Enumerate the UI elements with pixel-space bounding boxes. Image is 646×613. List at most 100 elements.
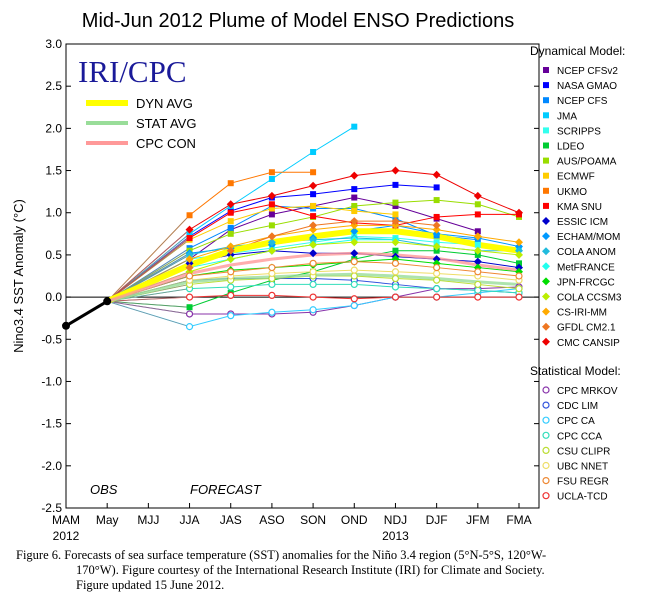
series-marker [474, 251, 481, 258]
average-legend: DYN AVG STAT AVG CPC CON [86, 96, 196, 151]
series-marker [268, 291, 276, 300]
series-line [107, 286, 520, 315]
series-marker [350, 171, 359, 180]
series-marker [351, 123, 358, 130]
series-line [106, 224, 520, 302]
y-tick-label: 1.0 [45, 206, 62, 220]
series-marker [226, 250, 235, 259]
legend-label: SCRIPPS [557, 126, 601, 137]
legend-label: ECMWF [557, 172, 595, 183]
legend-label: UCLA-TCD [557, 492, 608, 503]
legend-marker [542, 262, 550, 271]
series-marker [515, 208, 523, 217]
x-tick-label: JFM [466, 513, 489, 527]
series-marker [350, 258, 358, 266]
observed-point [103, 297, 112, 306]
series-marker [515, 293, 523, 301]
legend-marker [542, 232, 550, 241]
series-marker [350, 249, 359, 258]
series-marker [515, 250, 523, 259]
series-line [106, 197, 478, 302]
series-marker [350, 227, 359, 236]
series-marker [268, 205, 275, 212]
series-marker [433, 269, 441, 278]
legend-marker [543, 127, 549, 134]
average-line [106, 251, 520, 303]
series-marker [309, 293, 317, 301]
observed-line [62, 297, 112, 330]
legend-marker [542, 401, 550, 409]
series-marker [391, 217, 400, 226]
legend-label: JMA [557, 111, 577, 122]
series-line [107, 269, 520, 302]
series-marker [309, 306, 317, 314]
series-marker [433, 184, 440, 191]
legend-marker [543, 67, 549, 73]
series-marker [310, 148, 317, 155]
x-tick-label: JJA [180, 513, 200, 527]
average-legend-label: STAT AVG [136, 116, 196, 131]
series-line [107, 288, 520, 328]
fan-line [107, 301, 190, 327]
series-marker [392, 199, 399, 206]
legend-marker [543, 187, 549, 194]
series-marker [226, 246, 235, 255]
series-marker [309, 235, 318, 244]
series-marker [391, 221, 400, 230]
series-marker [515, 242, 523, 251]
x-tick-label: ASO [259, 513, 284, 527]
series-marker [391, 238, 400, 247]
series-marker [186, 304, 193, 311]
legend-label: ESSIC ICM [557, 217, 608, 228]
series-marker [227, 268, 235, 276]
legend-label: CPC CA [557, 416, 595, 427]
y-tick-label: -2.5 [41, 501, 62, 515]
series-marker [351, 208, 358, 215]
series-marker [267, 246, 276, 255]
obs-label: OBS [90, 482, 118, 497]
x-tick-label: May [96, 513, 119, 527]
observed-point [62, 321, 70, 330]
series-marker [433, 239, 440, 246]
series-marker [268, 169, 275, 176]
series-marker [391, 283, 400, 291]
series-marker [268, 175, 275, 182]
legend-marker [542, 492, 550, 500]
series-line [107, 283, 520, 302]
legend-marker [543, 172, 549, 179]
series-marker [185, 259, 194, 268]
series-marker [433, 213, 440, 220]
series-marker [267, 238, 276, 247]
series-marker [268, 263, 276, 272]
series-marker [227, 180, 234, 187]
y-tick-label: -1.5 [41, 417, 62, 431]
legend-marker [542, 217, 550, 225]
series-marker [309, 240, 318, 249]
legend-label: CDC LIM [557, 401, 598, 412]
series-marker [474, 268, 482, 276]
enso-plume-chart: Mid-Jun 2012 Plume of Model ENSO Predict… [11, 10, 625, 543]
series-marker [309, 268, 317, 276]
legend-marker [543, 97, 549, 104]
year-label: 2012 [53, 529, 80, 543]
statistical-legend-title: Statistical Model: [530, 364, 621, 378]
series-marker [432, 225, 441, 234]
legend-label: NASA GMAO [557, 81, 617, 92]
series-marker [185, 250, 194, 259]
legend-label: LDEO [557, 142, 584, 153]
series-marker [268, 269, 276, 278]
series-marker [227, 312, 235, 320]
fan-line [107, 301, 190, 308]
legend-label: COLA ANOM [557, 247, 616, 258]
series-marker [515, 285, 523, 293]
axes: -2.5 -2.0 -1.5 -1.0 -0.5 0.0 0.5 1.0 1.5 2.0 2.5 3.… [41, 37, 539, 543]
series-marker [473, 246, 482, 255]
legend-label: UBC NNET [557, 462, 608, 473]
legend-label: ECHAM/MOM [557, 232, 620, 243]
series-marker [474, 211, 481, 218]
legend-label: FSU REGR [557, 477, 609, 488]
figure-caption: Figure 6. Forecasts of sea surface tempe… [16, 548, 640, 593]
x-tick-label: MJJ [137, 513, 159, 527]
series-marker [515, 263, 523, 272]
series-marker [310, 213, 317, 220]
